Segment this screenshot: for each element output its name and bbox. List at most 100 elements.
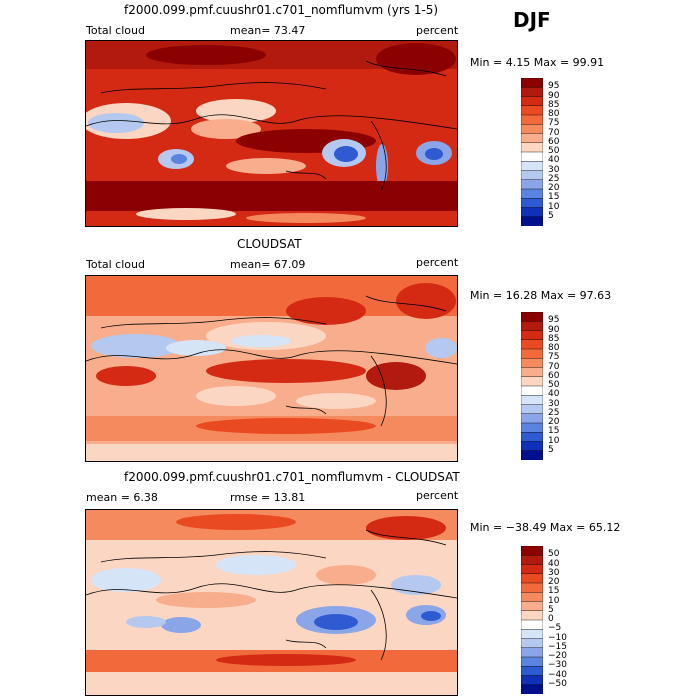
colorbar-tick-label: 15 [548,586,560,597]
colorbar-swatch [521,124,543,135]
panel-1-colorbar [521,78,543,226]
colorbar-tick-label: 5 [548,444,554,455]
panel-1-map [85,40,458,227]
colorbar-tick-label: 95 [548,315,560,326]
season-label: DJF [513,8,551,32]
colorbar-tick-label: −30 [548,660,567,671]
colorbar-swatch [521,610,543,621]
colorbar-swatch [521,395,543,406]
panel-1-colorbar-svg [521,78,543,226]
panel-2-colorbar [521,312,543,460]
colorbar-swatch [521,339,543,350]
colorbar-swatch [521,78,543,88]
colorbar-tick-label: 15 [548,426,560,437]
colorbar-swatch [521,573,543,584]
colorbar-tick-label: 40 [548,389,560,400]
colorbar-swatch [521,96,543,107]
colorbar-swatch [521,367,543,378]
colorbar-swatch [521,170,543,181]
colorbar-swatch [521,592,543,603]
colorbar-swatch [521,441,543,452]
colorbar-swatch [521,207,543,218]
colorbar-swatch [521,330,543,341]
colorbar-swatch [521,133,543,144]
colorbar-swatch [521,312,543,322]
colorbar-swatch [521,105,543,116]
panel-3-title: f2000.099.pmf.cuushr01.c701_nomflumvm - … [124,470,460,484]
colorbar-swatch [521,151,543,162]
colorbar-tick-label: 95 [548,81,560,92]
colorbar-tick-label: 30 [548,398,560,409]
panel-3-map-svg [86,510,457,695]
colorbar-swatch [521,582,543,593]
colorbar-tick-label: 30 [548,567,560,578]
colorbar-swatch [521,601,543,612]
colorbar-swatch [521,684,543,694]
colorbar-swatch [521,87,543,98]
panel-2-variable-label: Total cloud [86,258,145,271]
colorbar-swatch [521,638,543,649]
colorbar-tick-label: 60 [548,136,560,147]
colorbar-swatch [521,629,543,640]
colorbar-swatch [521,161,543,172]
colorbar-tick-label: 85 [548,99,560,110]
colorbar-swatch [521,432,543,443]
colorbar-tick-label: 80 [548,343,560,353]
colorbar-swatch [521,358,543,369]
colorbar-swatch [521,546,543,556]
panel-2-units-label: percent [416,256,459,269]
colorbar-swatch [521,619,543,630]
colorbar-swatch [521,179,543,190]
panel-3-minmax-label: Min = −38.49 Max = 65.12 [470,521,621,534]
colorbar-tick-label: −10 [548,632,567,643]
colorbar-tick-label: −15 [548,641,567,652]
colorbar-swatch [521,413,543,424]
colorbar-tick-label: 5 [548,210,554,221]
colorbar-tick-label: 75 [548,352,560,363]
panel-3-mean-label: mean = 6.38 [86,491,158,504]
panel-1-minmax-label: Min = 4.15 Max = 99.91 [470,56,605,69]
colorbar-tick-label: −50 [548,678,567,689]
colorbar-tick-label: 60 [548,370,560,381]
colorbar-tick-label: 50 [548,146,560,156]
colorbar-tick-label: 50 [548,380,560,390]
colorbar-swatch [521,422,543,433]
colorbar-tick-label: 90 [548,324,560,335]
colorbar-swatch [521,216,543,226]
colorbar-swatch [521,142,543,153]
colorbar-tick-label: 70 [548,127,560,138]
colorbar-swatch [521,348,543,359]
panel-1-map-svg [86,41,457,226]
colorbar-tick-label: 50 [548,549,560,560]
colorbar-swatch [521,376,543,387]
panel-3-map [85,509,458,696]
colorbar-swatch [521,555,543,566]
colorbar-swatch [521,450,543,460]
colorbar-swatch [521,647,543,658]
colorbar-tick-label: 5 [548,604,554,615]
colorbar-swatch [521,114,543,125]
colorbar-swatch [521,564,543,575]
panel-1-mean-label: mean= 73.47 [230,24,306,37]
colorbar-tick-label: 40 [548,558,560,569]
panel-2-minmax-label: Min = 16.28 Max = 97.63 [470,289,612,302]
panel-3-colorbar [521,546,543,694]
colorbar-tick-label: 0 [548,614,554,624]
panel-3-units-label: percent [416,489,459,502]
colorbar-tick-label: −20 [548,651,567,661]
colorbar-tick-label: 15 [548,192,560,203]
panel-3-colorbar-svg [521,546,543,694]
panel-2-map-svg [86,276,457,461]
panel-2-map [85,275,458,462]
colorbar-tick-label: 85 [548,333,560,344]
colorbar-swatch [521,188,543,199]
panel-1-units-label: percent [416,24,459,37]
colorbar-tick-label: 75 [548,118,560,129]
colorbar-swatch [521,675,543,686]
colorbar-swatch [521,385,543,396]
colorbar-tick-label: 40 [548,155,560,166]
colorbar-swatch [521,666,543,677]
colorbar-tick-label: 30 [548,164,560,175]
colorbar-tick-label: 20 [548,183,560,193]
panel-2-mean-label: mean= 67.09 [230,258,306,271]
